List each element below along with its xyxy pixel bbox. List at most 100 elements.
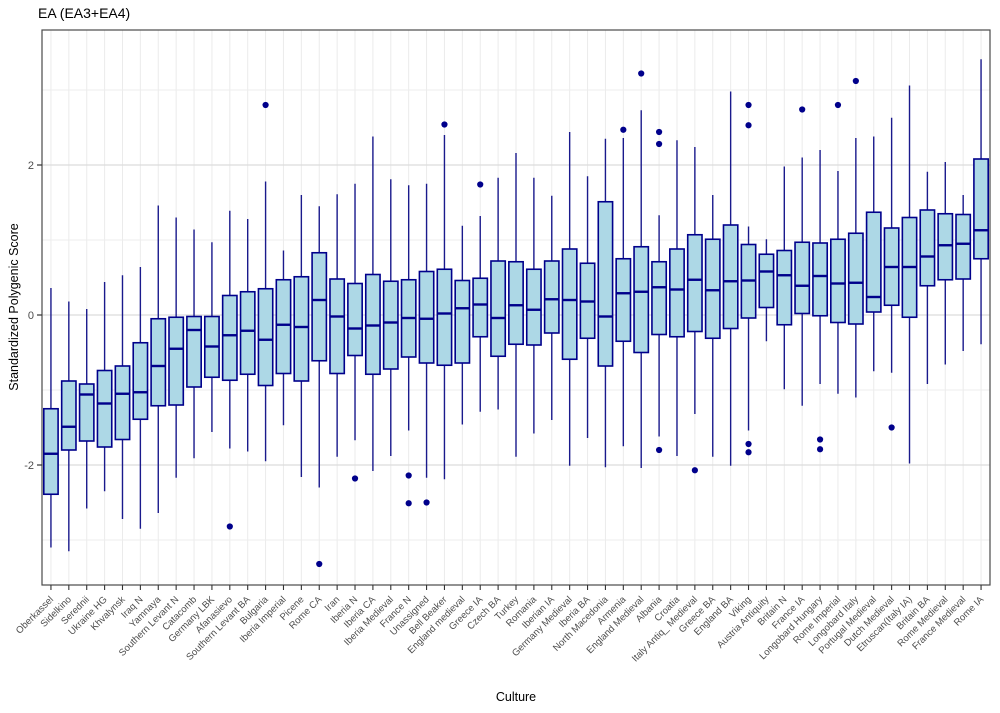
outlier-point [262, 101, 269, 109]
iqr-box [758, 253, 775, 309]
outlier-point [655, 128, 663, 136]
boxplot-britain-ba [919, 171, 936, 384]
boxplot-armenia [615, 126, 632, 447]
boxplot-rome-ca [311, 206, 328, 568]
iqr-box [543, 260, 560, 334]
iqr-box [418, 270, 435, 364]
iqr-box [96, 369, 113, 448]
iqr-box [561, 248, 578, 361]
y-tick-label: 0 [28, 310, 34, 322]
boxplot-rome-ia [973, 59, 990, 345]
boxplot-croatia [669, 140, 685, 456]
boxplot-iberian-ia [543, 195, 560, 420]
iqr-box [329, 278, 346, 375]
iqr-box [633, 245, 650, 354]
outlier-point [745, 101, 752, 109]
boxplot-iberia-imperial [275, 250, 292, 426]
boxplot-rome-medieval [937, 162, 954, 365]
boxplot-iberia-medieval [382, 179, 399, 456]
iqr-box [382, 280, 399, 370]
iqr-box [42, 407, 59, 496]
boxplot-britain-n [776, 166, 793, 390]
iqr-box [114, 365, 131, 441]
y-axis-title: Standardized Polygenic Score [7, 223, 21, 391]
boxplot-greece-ba [704, 195, 721, 457]
outlier-point [441, 121, 448, 128]
boxplot-unassigned [418, 183, 435, 506]
boxplot-sidelkino [60, 301, 77, 552]
outlier-point [405, 500, 412, 507]
boxplot-turkey [508, 153, 524, 457]
boxplot-albania [651, 128, 668, 454]
boxplot-viking [740, 101, 757, 456]
x-axis-title: Culture [495, 690, 537, 704]
iqr-box [830, 238, 846, 324]
boxplot-germany-lbk [203, 242, 220, 432]
iqr-box [78, 383, 95, 442]
outlier-point [745, 440, 752, 448]
iqr-box [525, 268, 542, 346]
iqr-box [293, 275, 310, 382]
outlier-point [655, 140, 663, 148]
iqr-box [973, 158, 990, 260]
iqr-box [597, 200, 614, 367]
iqr-box [436, 268, 453, 367]
outlier-point [351, 475, 359, 482]
boxplot-longobard-italy [847, 77, 864, 398]
boxplot-southern-levant-ba [239, 219, 256, 452]
iqr-box [794, 241, 811, 315]
outlier-point [834, 101, 842, 109]
outlier-point [745, 122, 752, 129]
boxplot-england-medieval [633, 70, 650, 468]
boxplot-france-medieval [955, 195, 972, 351]
boxplot-ukraine-hg [96, 282, 113, 492]
iqr-box [60, 380, 77, 451]
boxplot-north-macedonia [597, 138, 614, 468]
iqr-box [865, 211, 882, 313]
boxplot-picene [293, 195, 310, 477]
outlier-point [816, 446, 824, 453]
iqr-box [132, 341, 149, 421]
boxplot-yamnaya [150, 205, 167, 513]
iqr-box [615, 257, 632, 343]
iqr-box [454, 279, 471, 364]
outlier-point [691, 467, 698, 474]
outlier-point [888, 424, 895, 431]
iqr-box [150, 317, 167, 407]
boxplot-iraq-n [132, 267, 149, 529]
boxplot-iberia-ba [579, 176, 596, 438]
outlier-point [226, 523, 233, 530]
iqr-box [239, 290, 256, 376]
boxplot-iran [329, 194, 346, 457]
boxplot-southern-levant-n [168, 217, 185, 478]
boxplot-bell-beaker [436, 121, 453, 480]
boxplot-czech-ba [490, 177, 507, 410]
boxplot-england-ba [722, 91, 739, 466]
outlier-point [799, 106, 806, 113]
boxplot-longobard-hungary [812, 150, 829, 453]
boxplot-serednii [78, 309, 95, 509]
boxplot-etruscan-italy-ia- [901, 85, 918, 464]
boxplot-portugal-medieval [865, 136, 882, 372]
outlier-point [477, 181, 484, 188]
boxplot-england-medieval [454, 225, 471, 425]
boxplot-austria-antiquity [758, 239, 775, 342]
outlier-point [816, 436, 824, 443]
outlier-point [852, 77, 859, 85]
iqr-box [704, 238, 721, 340]
boxplot-oberkassel [42, 288, 59, 548]
iqr-box [257, 287, 274, 387]
outlier-point [423, 499, 430, 506]
boxplot-rome-imperial [830, 101, 846, 394]
iqr-box [919, 209, 936, 287]
iqr-box [311, 251, 328, 362]
outlier-point [405, 472, 412, 479]
y-tick-label: -2 [24, 460, 34, 472]
y-tick-label: 2 [28, 160, 34, 172]
iqr-box [686, 233, 703, 333]
iqr-box [508, 260, 524, 346]
iqr-box [722, 224, 739, 330]
boxplot-germany-medieval [561, 132, 578, 466]
outlier-point [638, 70, 645, 77]
